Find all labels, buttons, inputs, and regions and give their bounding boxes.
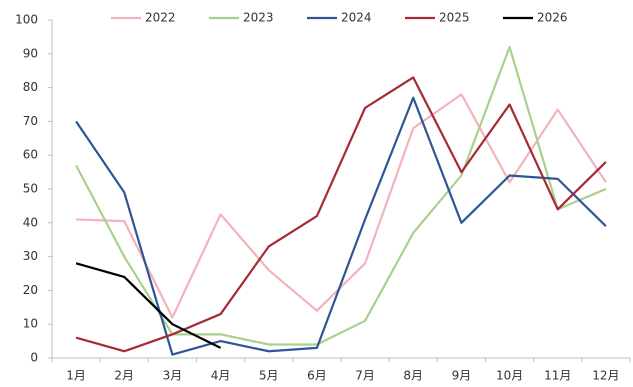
x-tick-label: 2月 <box>114 369 134 383</box>
y-tick-label: 70 <box>23 114 38 128</box>
series-line <box>75 76 607 353</box>
series-line <box>75 45 607 346</box>
y-tick-label: 50 <box>23 182 38 196</box>
y-tick-label: 60 <box>23 148 38 162</box>
y-tick-label: 80 <box>23 80 38 94</box>
y-tick-label: 40 <box>23 215 38 229</box>
legend-label: 2022 <box>145 11 176 25</box>
y-tick-label: 20 <box>23 283 38 297</box>
series-line <box>75 262 222 349</box>
y-tick-label: 90 <box>23 46 38 60</box>
y-tick-label: 10 <box>23 317 38 331</box>
legend-label: 2026 <box>537 11 568 25</box>
x-tick-label: 10月 <box>496 369 523 383</box>
x-tick-label: 1月 <box>66 369 86 383</box>
series-line <box>76 93 607 319</box>
y-tick-label: 100 <box>15 13 38 27</box>
legend-label: 2025 <box>439 11 470 25</box>
y-tick-label: 30 <box>23 249 38 263</box>
x-tick-label: 5月 <box>259 369 279 383</box>
x-tick-label: 3月 <box>163 369 183 383</box>
x-tick-label: 7月 <box>355 369 375 383</box>
legend-label: 2023 <box>243 11 274 25</box>
series-line <box>75 96 607 356</box>
x-tick-label: 11月 <box>544 369 571 383</box>
x-tick-label: 12月 <box>592 369 619 383</box>
y-tick-label: 0 <box>30 351 38 365</box>
x-tick-label: 8月 <box>403 369 423 383</box>
x-tick-label: 4月 <box>211 369 231 383</box>
x-tick-label: 6月 <box>307 369 327 383</box>
legend-label: 2024 <box>341 11 372 25</box>
x-tick-label: 9月 <box>452 369 472 383</box>
